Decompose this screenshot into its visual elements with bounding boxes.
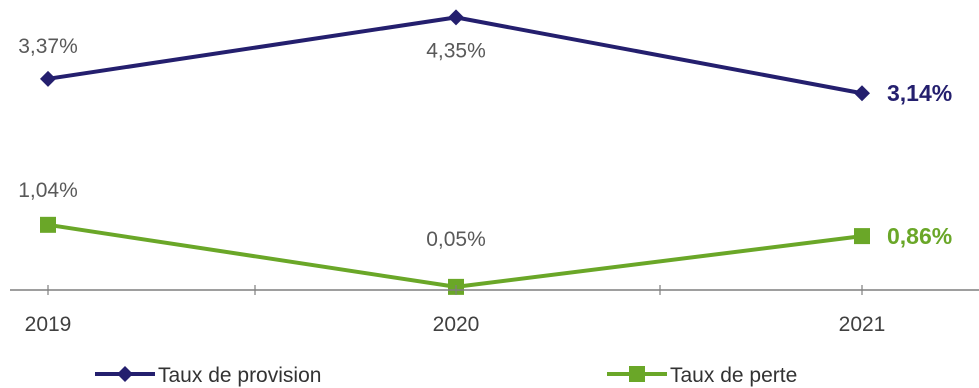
data-label: 3,14% [887, 80, 952, 106]
x-tick-label: 2019 [25, 313, 72, 336]
data-label: 0,86% [887, 223, 952, 249]
legend-label: Taux de perte [670, 364, 797, 387]
data-point-marker [40, 216, 56, 233]
legend: Taux de provision Taux de perte [95, 364, 797, 387]
data-label: 4,35% [426, 39, 486, 62]
data-point-marker [40, 70, 56, 87]
legend-marker [629, 366, 645, 382]
x-axis: 2019 2020 2021 [10, 285, 979, 336]
data-labels: 3,37% 4,35% 3,14% 1,04% 0,05% 0,86% [18, 35, 952, 251]
legend-label: Taux de provision [158, 364, 321, 387]
data-label: 1,04% [18, 179, 78, 202]
data-point-marker [854, 85, 870, 102]
data-point-marker [854, 228, 870, 245]
x-tick-label: 2021 [839, 313, 886, 336]
legend-marker [117, 366, 133, 382]
x-tick-label: 2020 [433, 313, 480, 336]
data-label: 3,37% [18, 35, 78, 58]
data-label: 0,05% [426, 228, 486, 251]
data-point-marker [448, 9, 464, 26]
